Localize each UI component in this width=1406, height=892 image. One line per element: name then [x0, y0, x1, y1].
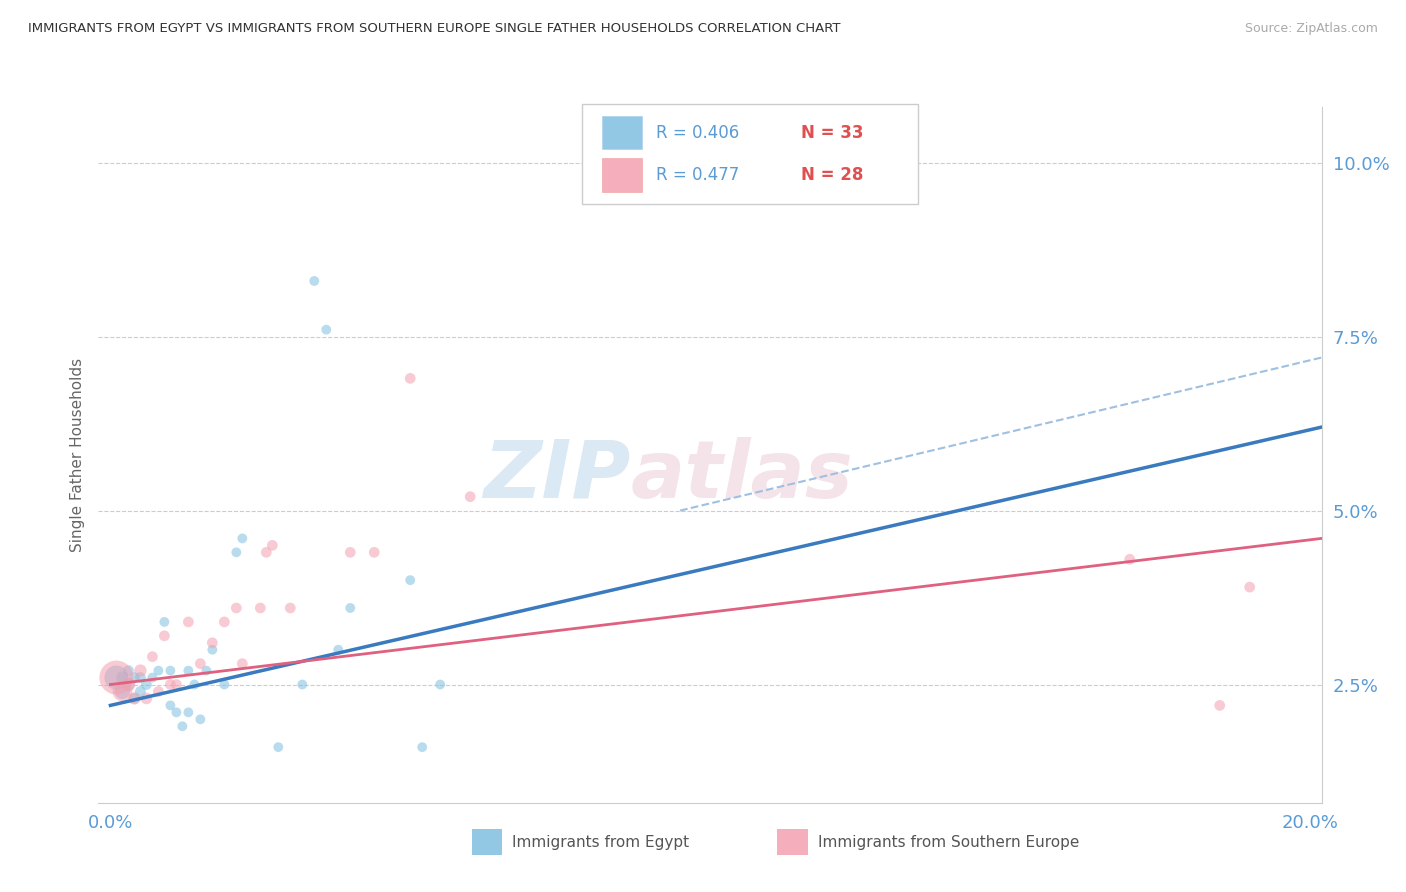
Point	[429, 677, 451, 691]
FancyBboxPatch shape	[582, 103, 918, 204]
Point	[201, 642, 224, 657]
Point	[117, 664, 139, 678]
Text: atlas: atlas	[630, 437, 853, 515]
Point	[188, 712, 211, 726]
Point	[111, 684, 134, 698]
Text: Immigrants from Egypt: Immigrants from Egypt	[512, 835, 689, 850]
Text: IMMIGRANTS FROM EGYPT VS IMMIGRANTS FROM SOUTHERN EUROPE SINGLE FATHER HOUSEHOLD: IMMIGRANTS FROM EGYPT VS IMMIGRANTS FROM…	[28, 22, 841, 36]
Point	[254, 545, 277, 559]
Point	[1239, 580, 1261, 594]
Point	[135, 677, 157, 691]
Point	[411, 740, 433, 755]
Point	[135, 691, 157, 706]
Point	[399, 573, 422, 587]
Point	[141, 649, 163, 664]
Point	[129, 664, 152, 678]
Point	[105, 671, 128, 685]
Point	[195, 664, 218, 678]
Point	[153, 615, 176, 629]
Point	[363, 545, 385, 559]
Point	[141, 671, 163, 685]
Point	[339, 601, 361, 615]
Text: ZIP: ZIP	[484, 437, 630, 515]
Point	[231, 532, 253, 546]
Point	[165, 706, 187, 720]
Point	[159, 664, 181, 678]
Point	[177, 615, 200, 629]
Point	[214, 677, 236, 691]
Point	[124, 671, 146, 685]
Point	[153, 629, 176, 643]
Point	[172, 719, 194, 733]
Y-axis label: Single Father Households: Single Father Households	[69, 358, 84, 552]
Point	[225, 601, 247, 615]
Point	[117, 677, 139, 691]
Point	[117, 677, 139, 691]
Point	[249, 601, 271, 615]
Text: R = 0.406: R = 0.406	[657, 124, 740, 142]
Text: N = 33: N = 33	[800, 124, 863, 142]
Point	[201, 636, 224, 650]
Point	[399, 371, 422, 385]
Point	[129, 684, 152, 698]
Point	[1208, 698, 1230, 713]
Point	[165, 677, 187, 691]
Text: R = 0.477: R = 0.477	[657, 166, 740, 184]
Point	[225, 545, 247, 559]
FancyBboxPatch shape	[778, 829, 808, 855]
Point	[267, 740, 290, 755]
Point	[148, 664, 170, 678]
FancyBboxPatch shape	[602, 158, 641, 192]
Text: Immigrants from Southern Europe: Immigrants from Southern Europe	[818, 835, 1078, 850]
Point	[183, 677, 205, 691]
FancyBboxPatch shape	[602, 116, 641, 149]
Point	[262, 538, 284, 552]
Text: Source: ZipAtlas.com: Source: ZipAtlas.com	[1244, 22, 1378, 36]
Point	[111, 671, 134, 685]
Point	[214, 615, 236, 629]
Point	[124, 691, 146, 706]
Point	[339, 545, 361, 559]
Point	[105, 671, 128, 685]
FancyBboxPatch shape	[471, 829, 502, 855]
Point	[328, 642, 350, 657]
Point	[129, 671, 152, 685]
Point	[124, 691, 146, 706]
Point	[148, 684, 170, 698]
Point	[315, 323, 337, 337]
Point	[278, 601, 301, 615]
Point	[111, 684, 134, 698]
Point	[291, 677, 314, 691]
Point	[1119, 552, 1142, 566]
Point	[177, 706, 200, 720]
Point	[231, 657, 253, 671]
Point	[458, 490, 481, 504]
Point	[304, 274, 326, 288]
Point	[177, 664, 200, 678]
Point	[159, 677, 181, 691]
Point	[188, 657, 211, 671]
Text: N = 28: N = 28	[800, 166, 863, 184]
Point	[159, 698, 181, 713]
